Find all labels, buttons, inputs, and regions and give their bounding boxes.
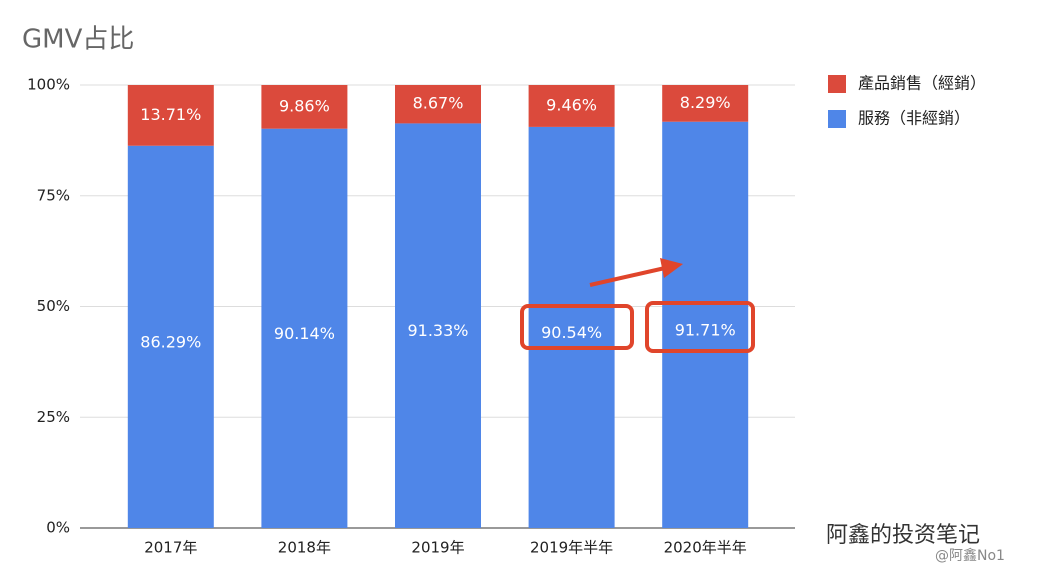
legend-swatch: [828, 75, 846, 93]
x-tick-label: 2019年: [411, 539, 464, 557]
highlight-box: [520, 304, 634, 350]
value-label: 90.14%: [274, 324, 335, 343]
value-label: 91.33%: [407, 321, 468, 340]
bar-segment: [127, 145, 214, 529]
x-tick-label: 2020年半年: [664, 539, 747, 557]
value-label: 90.54%: [541, 323, 602, 342]
highlight-box: [645, 301, 755, 353]
value-label: 91.71%: [675, 320, 736, 339]
watermark: 阿鑫的投资笔记: [826, 523, 980, 548]
bar-segment: [662, 85, 749, 122]
y-tick-label: 25%: [37, 408, 70, 426]
legend-swatch: [828, 110, 846, 128]
bar-segment: [395, 123, 481, 529]
bar-segment: [662, 121, 749, 528]
value-label: 9.46%: [546, 95, 597, 114]
value-label: 13.71%: [140, 105, 201, 124]
legend-label: 服務（非經銷）: [858, 109, 970, 128]
value-label: 8.67%: [413, 94, 464, 113]
value-label: 8.29%: [680, 93, 731, 112]
x-tick-label: 2019年半年: [530, 539, 613, 557]
bar-segment: [528, 126, 615, 528]
bar-segment: [261, 85, 348, 129]
x-tick-label: 2018年: [278, 539, 331, 557]
chart-title: GMV占比: [22, 25, 134, 55]
watermark: @阿鑫No1: [935, 547, 1005, 564]
annotations: [520, 258, 755, 353]
bar-segment: [528, 85, 615, 127]
x-tick-label: 2017年: [144, 539, 197, 557]
y-tick-label: 50%: [37, 297, 70, 315]
bar-segment: [261, 128, 348, 528]
legend-label: 產品銷售（經銷）: [858, 74, 986, 93]
y-tick-label: 0%: [46, 519, 70, 537]
plot: 0% 25% 50% 75% 100% 86.29% 13.71% 2017年 90.14% 9.…: [27, 74, 986, 557]
y-tick-label: 100%: [27, 76, 70, 94]
value-label: 86.29%: [140, 332, 201, 351]
y-tick-label: 75%: [37, 186, 70, 204]
bar-segment: [127, 85, 214, 146]
value-label: 9.86%: [279, 96, 330, 115]
arrow: [589, 266, 666, 287]
bar-segment: [395, 85, 481, 124]
arrow-head: [660, 258, 683, 278]
